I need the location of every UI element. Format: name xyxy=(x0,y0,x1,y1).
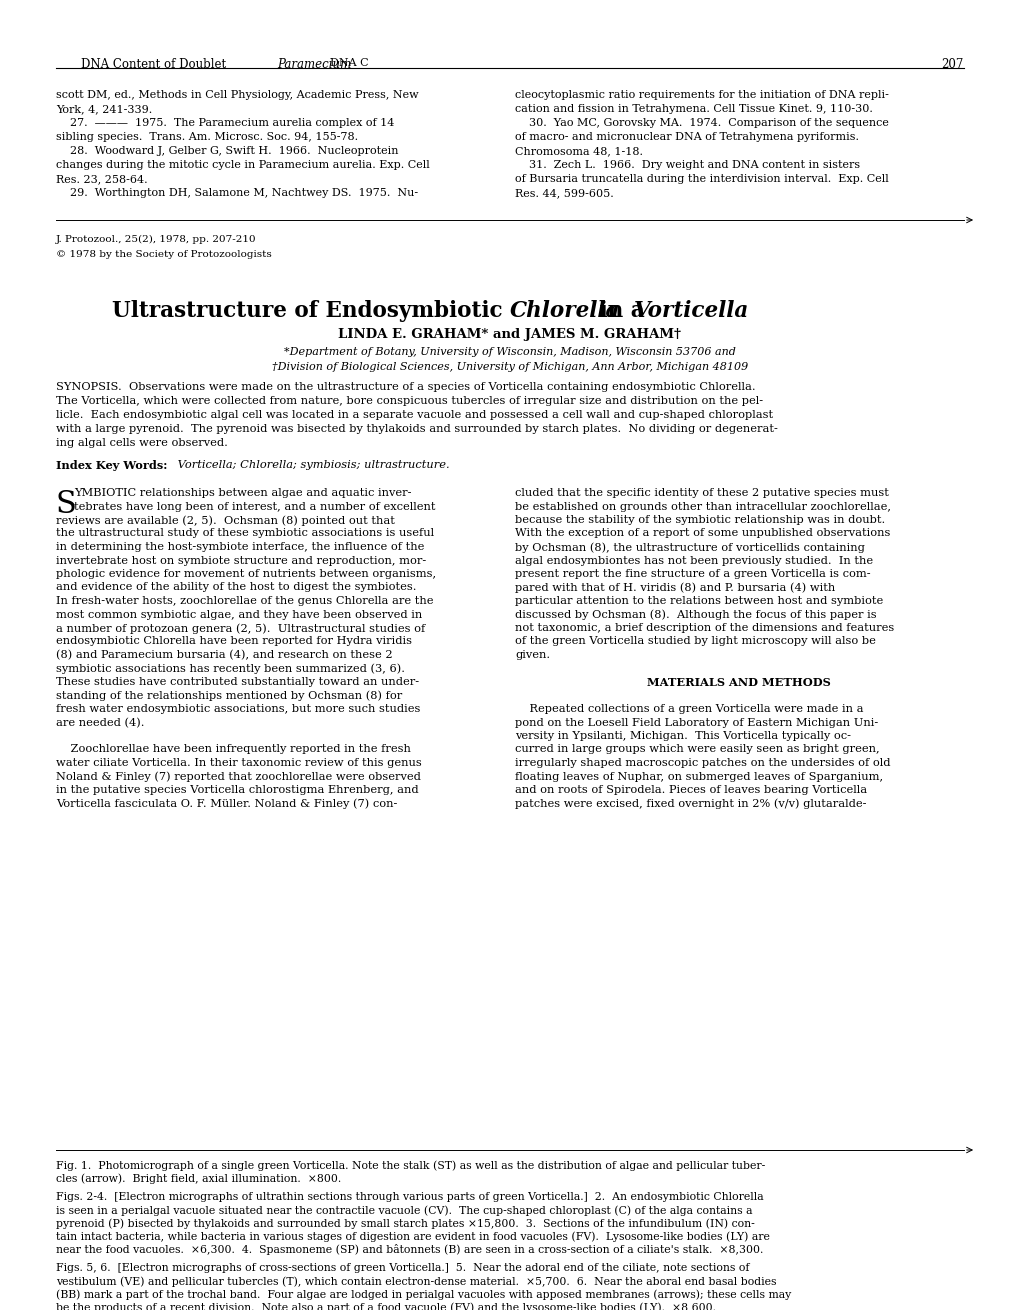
Text: floating leaves of Nuphar, on submerged leaves of Sparganium,: floating leaves of Nuphar, on submerged … xyxy=(515,772,882,782)
Text: Zoochlorellae have been infrequently reported in the fresh: Zoochlorellae have been infrequently rep… xyxy=(56,744,411,755)
Text: Vorticella fasciculata O. F. Müller. Noland & Finley (7) con-: Vorticella fasciculata O. F. Müller. Nol… xyxy=(56,799,397,810)
Text: 29.  Worthington DH, Salamone M, Nachtwey DS.  1975.  Nu-: 29. Worthington DH, Salamone M, Nachtwey… xyxy=(56,189,418,198)
Text: †Division of Biological Sciences, University of Michigan, Ann Arbor, Michigan 48: †Division of Biological Sciences, Univer… xyxy=(272,362,747,372)
Text: Paramecium: Paramecium xyxy=(277,58,351,71)
Text: DNA Content of Doublet: DNA Content of Doublet xyxy=(81,58,229,71)
Text: scott DM, ed., Methods in Cell Physiology, Academic Press, New: scott DM, ed., Methods in Cell Physiolog… xyxy=(56,90,418,100)
Text: MATERIALS AND METHODS: MATERIALS AND METHODS xyxy=(646,677,830,688)
Text: With the exception of a report of some unpublished observations: With the exception of a report of some u… xyxy=(515,528,890,538)
Text: of the green Vorticella studied by light microscopy will also be: of the green Vorticella studied by light… xyxy=(515,637,875,647)
Text: present report the fine structure of a green Vorticella is com-: present report the fine structure of a g… xyxy=(515,569,870,579)
Text: symbiotic associations has recently been summarized (3, 6).: symbiotic associations has recently been… xyxy=(56,663,405,675)
Text: 27.  ———  1975.  The Paramecium aurelia complex of 14: 27. ——— 1975. The Paramecium aurelia com… xyxy=(56,118,394,128)
Text: endosymbiotic Chlorella have been reported for Hydra viridis: endosymbiotic Chlorella have been report… xyxy=(56,637,412,647)
Text: 28.  Woodward J, Gelber G, Swift H.  1966.  Nucleoprotein: 28. Woodward J, Gelber G, Swift H. 1966.… xyxy=(56,145,398,156)
Text: Figs. 5, 6.  [Electron micrographs of cross-sections of green Vorticella.]  5.  : Figs. 5, 6. [Electron micrographs of cro… xyxy=(56,1263,749,1273)
Text: 31.  Zech L.  1966.  Dry weight and DNA content in sisters: 31. Zech L. 1966. Dry weight and DNA con… xyxy=(515,160,859,170)
Text: These studies have contributed substantially toward an under-: These studies have contributed substanti… xyxy=(56,677,419,686)
Text: in the putative species Vorticella chlorostigma Ehrenberg, and: in the putative species Vorticella chlor… xyxy=(56,785,418,795)
Text: 207: 207 xyxy=(941,58,963,71)
Text: not taxonomic, a brief description of the dimensions and features: not taxonomic, a brief description of th… xyxy=(515,624,894,633)
Text: invertebrate host on symbiote structure and reproduction, mor-: invertebrate host on symbiote structure … xyxy=(56,555,426,566)
Text: pond on the Loesell Field Laboratory of Eastern Michigan Uni-: pond on the Loesell Field Laboratory of … xyxy=(515,718,877,727)
Text: near the food vacuoles.  ×6,300.  4.  Spasmoneme (SP) and bâtonnets (B) are seen: near the food vacuoles. ×6,300. 4. Spasm… xyxy=(56,1244,762,1255)
Text: tebrates have long been of interest, and a number of excellent: tebrates have long been of interest, and… xyxy=(74,502,435,511)
Text: cation and fission in Tetrahymena. Cell Tissue Kinet. 9, 110-30.: cation and fission in Tetrahymena. Cell … xyxy=(515,103,872,114)
Text: In fresh-water hosts, zoochlorellae of the genus Chlorella are the: In fresh-water hosts, zoochlorellae of t… xyxy=(56,596,433,607)
Text: Repeated collections of a green Vorticella were made in a: Repeated collections of a green Vorticel… xyxy=(515,703,863,714)
Text: Noland & Finley (7) reported that zoochlorellae were observed: Noland & Finley (7) reported that zoochl… xyxy=(56,772,421,782)
Text: Chlorella: Chlorella xyxy=(510,300,620,322)
Text: of macro- and micronuclear DNA of Tetrahymena pyriformis.: of macro- and micronuclear DNA of Tetrah… xyxy=(515,132,858,141)
Text: be established on grounds other than intracellular zoochlorellae,: be established on grounds other than int… xyxy=(515,502,891,511)
Text: 30.  Yao MC, Gorovsky MA.  1974.  Comparison of the sequence: 30. Yao MC, Gorovsky MA. 1974. Compariso… xyxy=(515,118,888,128)
Text: Res. 23, 258-64.: Res. 23, 258-64. xyxy=(56,174,148,183)
Text: DNA C: DNA C xyxy=(330,58,368,68)
Text: given.: given. xyxy=(515,650,549,660)
Text: in a: in a xyxy=(591,300,651,322)
Text: because the stability of the symbiotic relationship was in doubt.: because the stability of the symbiotic r… xyxy=(515,515,884,525)
Text: (BB) mark a part of the trochal band.  Four algae are lodged in perialgal vacuol: (BB) mark a part of the trochal band. Fo… xyxy=(56,1289,791,1300)
Text: The Vorticella, which were collected from nature, bore conspicuous tubercles of : The Vorticella, which were collected fro… xyxy=(56,396,762,406)
Text: in determining the host-symbiote interface, the influence of the: in determining the host-symbiote interfa… xyxy=(56,542,424,552)
Text: *Department of Botany, University of Wisconsin, Madison, Wisconsin 53706 and: *Department of Botany, University of Wis… xyxy=(283,347,736,358)
Text: standing of the relationships mentioned by Ochsman (8) for: standing of the relationships mentioned … xyxy=(56,690,401,701)
Text: Res. 44, 599-605.: Res. 44, 599-605. xyxy=(515,189,613,198)
Text: © 1978 by the Society of Protozoologists: © 1978 by the Society of Protozoologists xyxy=(56,250,271,259)
Text: cles (arrow).  Bright field, axial illumination.  ×800.: cles (arrow). Bright field, axial illumi… xyxy=(56,1172,341,1183)
Text: pared with that of H. viridis (8) and P. bursaria (4) with: pared with that of H. viridis (8) and P.… xyxy=(515,583,835,593)
Text: water ciliate Vorticella. In their taxonomic review of this genus: water ciliate Vorticella. In their taxon… xyxy=(56,758,421,768)
Text: pyrenoid (P) bisected by thylakoids and surrounded by small starch plates ×15,80: pyrenoid (P) bisected by thylakoids and … xyxy=(56,1218,754,1229)
Text: Vorticella; Chlorella; symbiosis; ultrastructure.: Vorticella; Chlorella; symbiosis; ultras… xyxy=(174,460,449,470)
Text: with a large pyrenoid.  The pyrenoid was bisected by thylakoids and surrounded b: with a large pyrenoid. The pyrenoid was … xyxy=(56,424,777,434)
Text: patches were excised, fixed overnight in 2% (v/v) glutaralde-: patches were excised, fixed overnight in… xyxy=(515,799,866,810)
Text: ing algal cells were observed.: ing algal cells were observed. xyxy=(56,438,227,448)
Text: a number of protozoan genera (2, 5).  Ultrastructural studies of: a number of protozoan genera (2, 5). Ult… xyxy=(56,624,425,634)
Text: Vorticella: Vorticella xyxy=(634,300,749,322)
Text: LINDA E. GRAHAM* and JAMES M. GRAHAM†: LINDA E. GRAHAM* and JAMES M. GRAHAM† xyxy=(338,328,681,341)
Text: YMBIOTIC relationships between algae and aquatic inver-: YMBIOTIC relationships between algae and… xyxy=(74,489,411,498)
Text: phologic evidence for movement of nutrients between organisms,: phologic evidence for movement of nutrie… xyxy=(56,569,436,579)
Text: changes during the mitotic cycle in Paramecium aurelia. Exp. Cell: changes during the mitotic cycle in Para… xyxy=(56,160,429,170)
Text: tain intact bacteria, while bacteria in various stages of digestion are evident : tain intact bacteria, while bacteria in … xyxy=(56,1231,769,1242)
Text: Index Key Words:: Index Key Words: xyxy=(56,460,167,472)
Text: algal endosymbiontes has not been previously studied.  In the: algal endosymbiontes has not been previo… xyxy=(515,555,872,566)
Text: cleocytoplasmic ratio requirements for the initiation of DNA repli-: cleocytoplasmic ratio requirements for t… xyxy=(515,90,888,100)
Text: fresh water endosymbiotic associations, but more such studies: fresh water endosymbiotic associations, … xyxy=(56,703,420,714)
Text: discussed by Ochsman (8).  Although the focus of this paper is: discussed by Ochsman (8). Although the f… xyxy=(515,609,875,620)
Text: particular attention to the relations between host and symbiote: particular attention to the relations be… xyxy=(515,596,882,607)
Text: are needed (4).: are needed (4). xyxy=(56,718,145,728)
Text: curred in large groups which were easily seen as bright green,: curred in large groups which were easily… xyxy=(515,744,878,755)
Text: J. Protozool., 25(2), 1978, pp. 207-210: J. Protozool., 25(2), 1978, pp. 207-210 xyxy=(56,234,257,244)
Text: is seen in a perialgal vacuole situated near the contractile vacuole (CV).  The : is seen in a perialgal vacuole situated … xyxy=(56,1205,752,1216)
Text: and evidence of the ability of the host to digest the symbiotes.: and evidence of the ability of the host … xyxy=(56,583,416,592)
Text: be the products of a recent division.  Note also a part of a food vacuole (FV) a: be the products of a recent division. No… xyxy=(56,1302,715,1310)
Text: Fig. 1.  Photomicrograph of a single green Vorticella. Note the stalk (ST) as we: Fig. 1. Photomicrograph of a single gree… xyxy=(56,1159,764,1171)
Text: versity in Ypsilanti, Michigan.  This Vorticella typically oc-: versity in Ypsilanti, Michigan. This Vor… xyxy=(515,731,850,741)
Text: most common symbiotic algae, and they have been observed in: most common symbiotic algae, and they ha… xyxy=(56,609,422,620)
Text: of Bursaria truncatella during the interdivision interval.  Exp. Cell: of Bursaria truncatella during the inter… xyxy=(515,174,888,183)
Text: SYNOPSIS.  Observations were made on the ultrastructure of a species of Vorticel: SYNOPSIS. Observations were made on the … xyxy=(56,383,755,392)
Text: (8) and Paramecium bursaria (4), and research on these 2: (8) and Paramecium bursaria (4), and res… xyxy=(56,650,392,660)
Text: irregularly shaped macroscopic patches on the undersides of old: irregularly shaped macroscopic patches o… xyxy=(515,758,890,768)
Text: cluded that the specific identity of these 2 putative species must: cluded that the specific identity of the… xyxy=(515,489,888,498)
Text: York, 4, 241-339.: York, 4, 241-339. xyxy=(56,103,152,114)
Text: licle.  Each endosymbiotic algal cell was located in a separate vacuole and poss: licle. Each endosymbiotic algal cell was… xyxy=(56,410,772,421)
Text: reviews are available (2, 5).  Ochsman (8) pointed out that: reviews are available (2, 5). Ochsman (8… xyxy=(56,515,394,525)
Text: vestibulum (VE) and pellicular tubercles (T), which contain electron-dense mater: vestibulum (VE) and pellicular tubercles… xyxy=(56,1276,775,1286)
Text: Chromosoma 48, 1-18.: Chromosoma 48, 1-18. xyxy=(515,145,642,156)
Text: sibling species.  Trans. Am. Microsc. Soc. 94, 155-78.: sibling species. Trans. Am. Microsc. Soc… xyxy=(56,132,358,141)
Text: Ultrastructure of Endosymbiotic: Ultrastructure of Endosymbiotic xyxy=(112,300,510,322)
Text: S: S xyxy=(56,489,76,520)
Text: by Ochsman (8), the ultrastructure of vorticellids containing: by Ochsman (8), the ultrastructure of vo… xyxy=(515,542,864,553)
Text: and on roots of Spirodela. Pieces of leaves bearing Vorticella: and on roots of Spirodela. Pieces of lea… xyxy=(515,785,866,795)
Text: the ultrastructural study of these symbiotic associations is useful: the ultrastructural study of these symbi… xyxy=(56,528,434,538)
Text: Figs. 2-4.  [Electron micrographs of ultrathin sections through various parts of: Figs. 2-4. [Electron micrographs of ultr… xyxy=(56,1192,763,1203)
